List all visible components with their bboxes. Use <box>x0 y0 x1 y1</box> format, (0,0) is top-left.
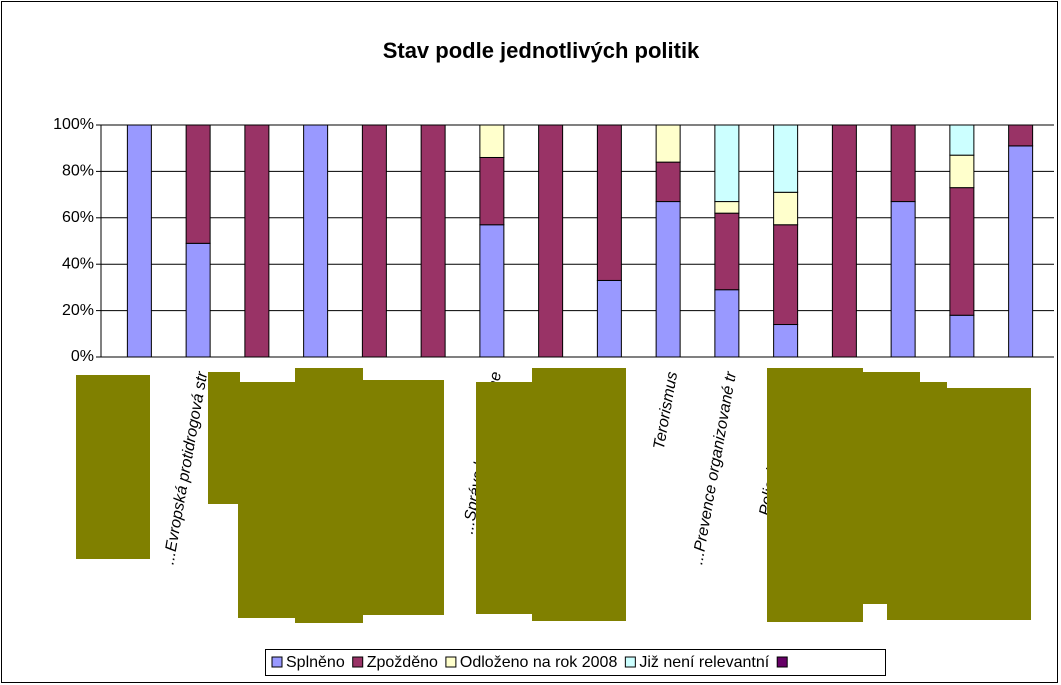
bar-segment <box>773 324 799 358</box>
redaction <box>208 372 240 504</box>
bar-segment <box>361 124 387 358</box>
bar-segment <box>890 201 916 358</box>
bar-segment <box>655 201 681 358</box>
legend-swatch <box>776 656 788 668</box>
bar-segment <box>773 191 799 226</box>
bar-segment <box>479 124 505 158</box>
bar-segment <box>479 156 505 226</box>
chart-title: Stav podle jednotlivých politik <box>383 38 700 63</box>
legend-swatch <box>271 656 283 668</box>
bar-segment <box>126 124 152 358</box>
bar-segment <box>831 124 857 358</box>
bar-segment <box>714 124 740 203</box>
bar-segment <box>949 187 975 316</box>
legend-label: Již není relevantní <box>639 654 769 671</box>
redaction <box>295 368 363 623</box>
bar-segment <box>773 224 799 326</box>
legend-label: Splněno <box>286 654 345 671</box>
bar-segment <box>185 242 211 358</box>
bar-segment <box>773 124 799 193</box>
bar-segment <box>890 124 916 203</box>
redaction <box>919 382 945 620</box>
redaction <box>532 368 626 621</box>
bar-segment <box>185 124 211 244</box>
bar-segment <box>1008 145 1034 358</box>
y-tick-label: 40% <box>62 255 94 272</box>
legend-swatch <box>352 656 364 668</box>
legend-swatch <box>445 656 457 668</box>
redaction <box>362 380 444 615</box>
y-tick-label: 60% <box>62 209 94 226</box>
bar-segment <box>596 124 622 281</box>
y-tick-label: 80% <box>62 163 94 180</box>
bar-segment <box>714 201 740 214</box>
bar-segment <box>714 289 740 358</box>
bar-segment <box>303 124 329 358</box>
legend-label: Odloženo na rok 2008 <box>460 654 618 671</box>
bar-segment <box>949 124 975 156</box>
redaction <box>76 375 150 559</box>
bar-segment <box>596 279 622 358</box>
bar-segment <box>538 124 564 358</box>
bar-segment <box>420 124 446 358</box>
y-tick-label: 0% <box>71 348 94 365</box>
bar-segment <box>949 154 975 189</box>
bar-segment <box>1008 124 1034 147</box>
bar-segment <box>479 224 505 358</box>
redaction <box>767 368 863 622</box>
legend-swatch <box>624 656 636 668</box>
redaction <box>238 382 298 618</box>
y-tick-label: 100% <box>53 116 94 133</box>
bar-segment <box>949 314 975 358</box>
bar-segment <box>655 124 681 163</box>
y-tick-label: 20% <box>62 302 94 319</box>
bar-segment <box>714 212 740 291</box>
bar-segment <box>244 124 270 358</box>
bar-segment <box>655 161 681 203</box>
legend-label: Zpožděno <box>367 654 438 671</box>
redaction <box>945 388 1031 620</box>
redaction <box>476 382 534 614</box>
redactions <box>76 368 1031 623</box>
legend: Splněno Zpožděno Odloženo na rok 2008 Již n… <box>271 654 788 671</box>
